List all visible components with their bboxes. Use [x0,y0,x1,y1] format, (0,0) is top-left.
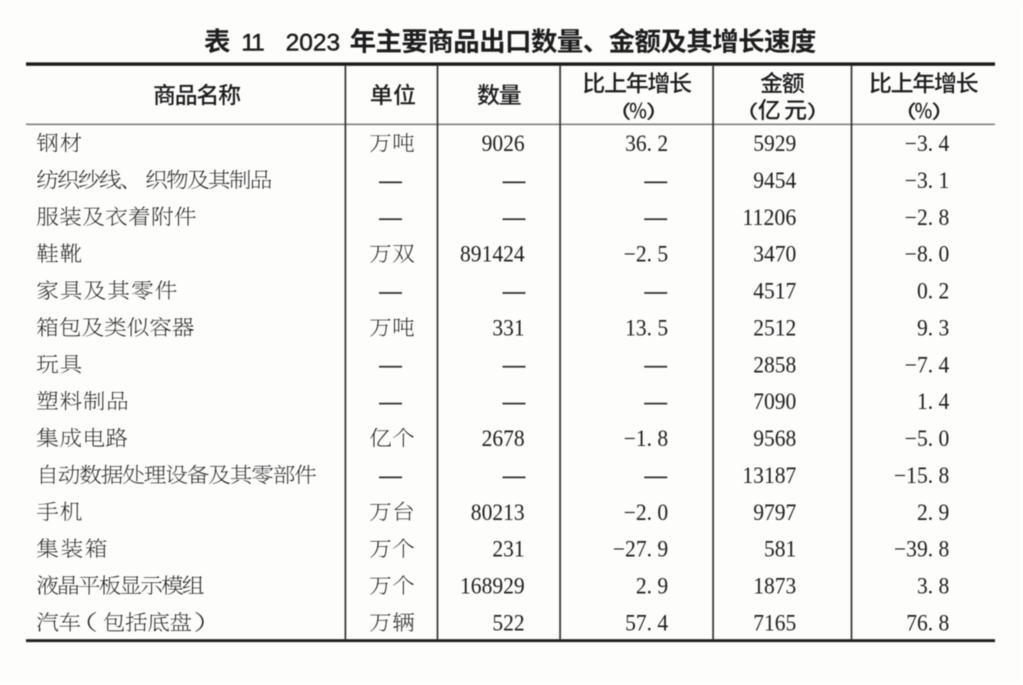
svg-text:1. 4: 1. 4 [917,389,949,414]
svg-text:4517: 4517 [753,279,796,304]
svg-text:9797: 9797 [753,500,796,525]
svg-text:1873: 1873 [753,574,796,599]
svg-text:2678: 2678 [482,426,525,451]
svg-text:13187: 13187 [742,463,796,488]
svg-text:−1. 8: −1. 8 [624,426,669,451]
svg-text:168929: 168929 [460,574,525,599]
svg-text:−7. 4: −7. 4 [905,352,950,377]
svg-text:−27. 9: −27. 9 [613,537,668,562]
svg-text:2858: 2858 [753,352,796,377]
svg-text:11: 11 [241,29,264,56]
svg-text:−3. 4: −3. 4 [905,131,950,156]
svg-text:891424: 891424 [460,242,525,267]
svg-text:9. 3: 9. 3 [917,315,949,340]
svg-text:76. 8: 76. 8 [906,610,949,635]
svg-text:9454: 9454 [753,168,796,193]
svg-text:80213: 80213 [471,500,525,525]
svg-text:−8. 0: −8. 0 [905,242,950,267]
svg-text:9026: 9026 [482,131,525,156]
svg-text:9568: 9568 [753,426,796,451]
svg-text:57. 4: 57. 4 [625,610,668,635]
svg-text:2. 9: 2. 9 [636,574,668,599]
svg-text:−15. 8: −15. 8 [894,463,949,488]
svg-text:−2. 8: −2. 8 [905,205,950,230]
svg-text:13. 5: 13. 5 [625,315,668,340]
svg-text:−2. 5: −2. 5 [624,242,669,267]
svg-text:−5. 0: −5. 0 [905,426,950,451]
svg-text:0. 2: 0. 2 [917,279,949,304]
svg-text:11206: 11206 [742,205,796,230]
svg-text:7165: 7165 [753,610,796,635]
svg-text:522: 522 [492,610,524,635]
svg-text:−2. 0: −2. 0 [624,500,669,525]
svg-text:3. 8: 3. 8 [917,574,949,599]
svg-text:2023: 2023 [286,29,341,56]
svg-text:5929: 5929 [753,131,796,156]
svg-text:−39. 8: −39. 8 [894,537,949,562]
svg-text:581: 581 [764,537,796,562]
svg-text:−3. 1: −3. 1 [905,168,950,193]
svg-text:2. 9: 2. 9 [917,500,949,525]
svg-text:3470: 3470 [753,242,796,267]
svg-text:36. 2: 36. 2 [625,131,668,156]
svg-text:2512: 2512 [753,315,796,340]
svg-text:231: 231 [492,537,524,562]
svg-text:331: 331 [492,315,524,340]
svg-text:7090: 7090 [753,389,796,414]
